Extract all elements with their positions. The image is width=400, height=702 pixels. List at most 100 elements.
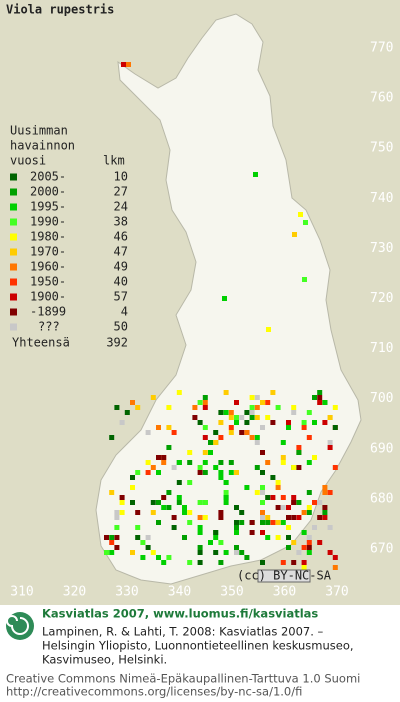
observation-square [302,277,307,282]
observation-square [213,440,219,445]
observation-square [140,540,146,545]
observation-square [265,400,271,405]
x-grid-label: 360 [273,585,296,600]
observation-square [218,420,224,425]
observation-square [306,435,312,440]
legend-label: 1980- [30,230,66,244]
observation-square [327,490,333,495]
legend-heading: havainnon [10,139,75,153]
observation-square [166,505,172,510]
observation-square [322,485,328,490]
observation-square [265,535,271,540]
legend-label: 1960- [30,260,66,274]
citation-line: Helsingin Yliopisto, Luonnontieteellinen… [42,639,354,653]
observation-square [306,545,312,550]
observation-square [301,545,307,550]
legend-label: 2005- [30,170,66,184]
observation-square [197,400,203,405]
x-grid-label: 340 [168,585,191,600]
observation-square [166,555,172,560]
observation-square [298,212,303,217]
observation-square [130,550,135,555]
observation-square [187,460,193,465]
observation-square [213,465,219,470]
observation-square [130,400,135,405]
observation-square [266,327,271,332]
observation-square [104,535,109,540]
observation-square [286,420,291,425]
legend-count: 49 [114,260,128,274]
citation-line: Kasvimuseo, Helsinki. [42,653,167,667]
observation-square [119,510,125,515]
observation-square [130,475,135,480]
observation-square [208,450,213,455]
y-grid-label: 730 [370,241,393,256]
legend-count: 46 [114,230,128,244]
observation-square [208,540,213,545]
observation-square [145,545,151,550]
legend-swatch [10,173,17,181]
observation-square [260,470,265,475]
legend-count: 50 [114,320,128,334]
observation-square [234,525,239,530]
observation-square [166,425,172,430]
observation-square [119,500,125,505]
observation-square [249,410,255,415]
observation-square [114,405,120,410]
observation-square [234,530,239,535]
logo [6,612,34,640]
legend-count: 24 [114,200,128,214]
observation-square [291,560,297,565]
observation-square [223,410,229,415]
legend-count: 10 [114,170,128,184]
observation-square [234,520,239,525]
observation-square [312,525,317,530]
observation-square [202,470,208,475]
observation-square [332,555,338,560]
observation-square [202,405,208,410]
species-title: Viola rupestris [6,3,114,17]
y-grid-label: 740 [370,191,393,206]
observation-square [280,560,286,565]
observation-square [322,515,328,520]
observation-square [228,410,234,415]
y-grid-label: 690 [370,441,393,456]
observation-square [265,495,271,500]
observation-square [244,410,250,415]
observation-square [317,395,323,400]
observation-square [306,535,312,540]
legend-label: 1995- [30,200,66,214]
observation-square [265,415,271,420]
legend-label: 1990- [30,215,66,229]
observation-square [260,515,265,520]
observation-square [119,495,125,500]
observation-square [202,400,208,405]
observation-square [291,540,297,545]
observation-square [301,565,307,570]
legend-label: 2000- [30,185,66,199]
observation-square [176,495,182,500]
observation-square [218,515,224,520]
observation-square [254,405,260,410]
observation-square [135,535,141,540]
observation-square [280,520,286,525]
observation-square [150,465,156,470]
observation-square [218,560,224,565]
observation-square [265,520,271,525]
observation-square [182,505,187,510]
observation-square [239,430,245,435]
observation-square [275,535,281,540]
observation-square [114,515,120,520]
observation-square [239,550,245,555]
y-grid-label: 700 [370,391,393,406]
observation-square [161,505,167,510]
observation-square [197,525,203,530]
x-grid-label: 330 [115,585,138,600]
observation-square [187,520,193,525]
observation-square [275,520,281,525]
observation-square [286,525,291,530]
legend-swatch [10,278,17,286]
observation-square [280,460,286,465]
